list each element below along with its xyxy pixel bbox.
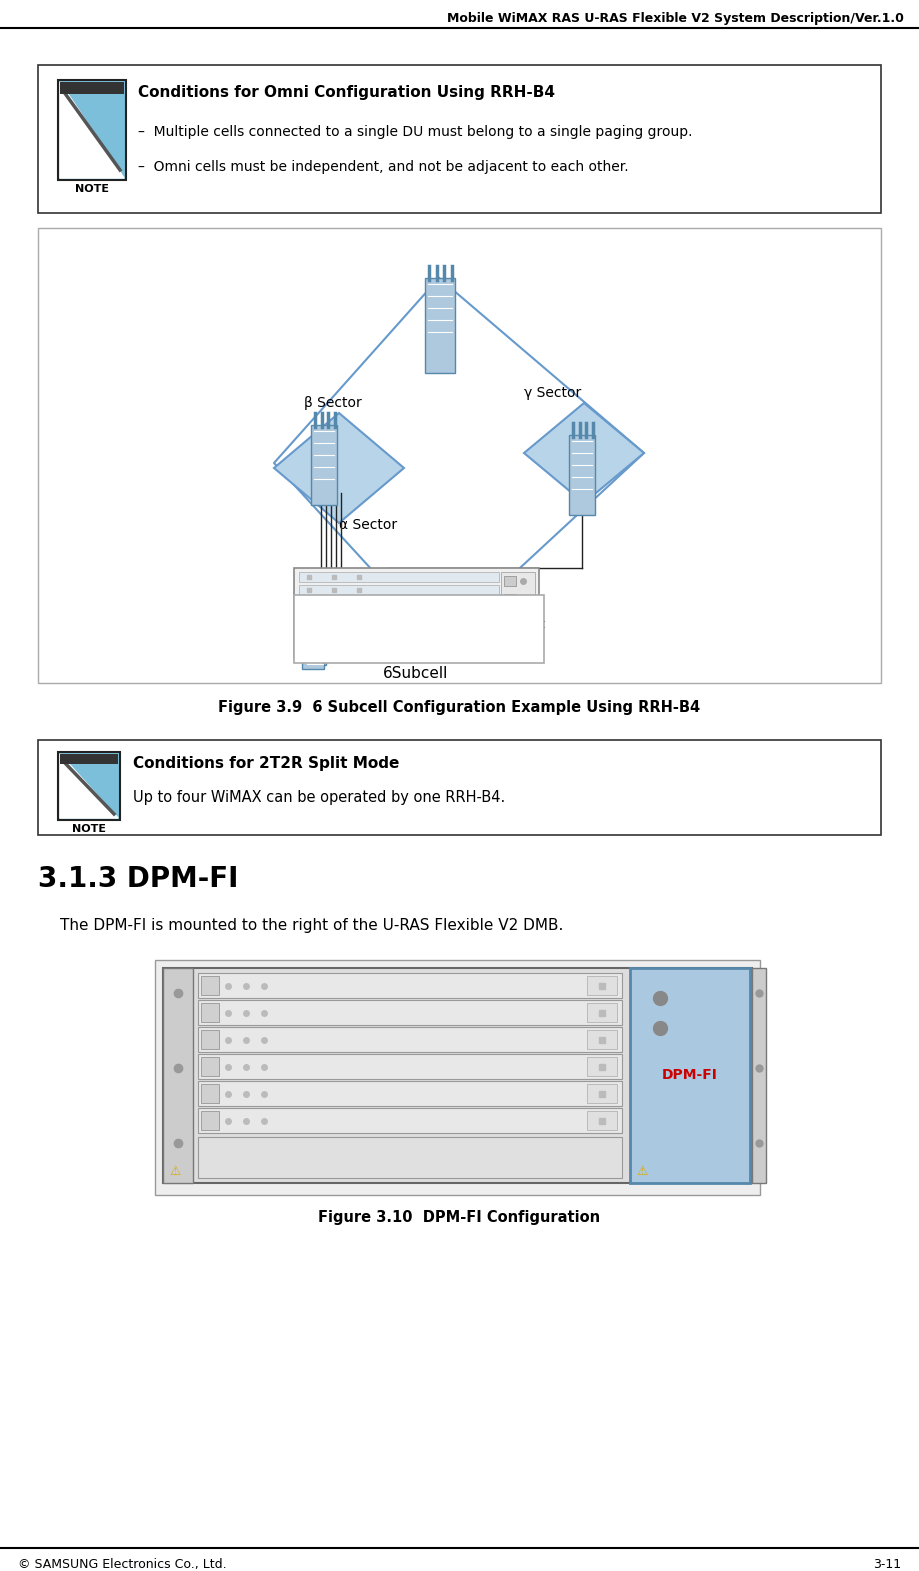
Bar	[587, 1031, 617, 1049]
Bar	[163, 968, 193, 1183]
Bar	[504, 630, 516, 639]
Bar	[504, 613, 516, 622]
Bar	[38, 64, 881, 214]
Bar	[58, 80, 126, 181]
Text: © SAMSUNG Electronics Co., Ltd.: © SAMSUNG Electronics Co., Ltd.	[18, 1558, 227, 1571]
Bar	[304, 610, 326, 665]
Bar	[299, 611, 499, 621]
Bar	[198, 1027, 622, 1053]
Bar	[587, 976, 617, 994]
Bar	[630, 968, 750, 1183]
Bar	[504, 594, 516, 603]
Bar	[163, 968, 752, 1183]
Text: α Sector: α Sector	[339, 518, 397, 533]
Text: RRH-B4(4Tx/4Rx) for 2T2R Split: RRH-B4(4Tx/4Rx) for 2T2R Split	[336, 617, 545, 632]
Bar	[587, 1084, 617, 1103]
Text: –  Multiple cells connected to a single DU must belong to a single paging group.: – Multiple cells connected to a single D…	[138, 126, 693, 138]
Bar	[58, 753, 120, 820]
Bar	[299, 624, 499, 635]
Text: 3-11: 3-11	[873, 1558, 901, 1571]
Bar	[425, 278, 455, 372]
Bar	[198, 1081, 622, 1106]
Text: γ Sector: γ Sector	[524, 386, 581, 401]
Bar	[38, 740, 881, 836]
Text: Figure 3.10  DPM-FI Configuration: Figure 3.10 DPM-FI Configuration	[318, 1210, 600, 1225]
Bar	[198, 1108, 622, 1133]
Text: Up to four WiMAX can be operated by one RRH-B4.: Up to four WiMAX can be operated by one …	[133, 790, 505, 804]
Bar	[587, 1057, 617, 1076]
Bar	[60, 82, 124, 94]
Text: 3.1.3 DPM-FI: 3.1.3 DPM-FI	[38, 866, 238, 892]
Text: NOTE: NOTE	[75, 184, 109, 193]
Text: The DPM-FI is mounted to the right of the U-RAS Flexible V2 DMB.: The DPM-FI is mounted to the right of th…	[60, 917, 563, 933]
Polygon shape	[60, 82, 124, 178]
Text: Conditions for 2T2R Split Mode: Conditions for 2T2R Split Mode	[133, 756, 400, 771]
Bar	[587, 1111, 617, 1130]
Bar	[504, 577, 516, 586]
Bar	[501, 572, 535, 654]
Bar	[198, 1137, 622, 1178]
Bar	[155, 960, 760, 1196]
Text: ⚠: ⚠	[169, 1166, 181, 1178]
Bar	[294, 569, 539, 658]
Bar	[201, 1031, 219, 1049]
Bar	[38, 228, 881, 683]
Text: β Sector: β Sector	[304, 396, 362, 410]
Bar	[294, 595, 534, 661]
Bar	[569, 435, 595, 515]
Bar	[201, 1111, 219, 1130]
Text: 6Subcell: 6Subcell	[383, 666, 448, 680]
Bar	[299, 636, 499, 647]
Text: Figure 3.9  6 Subcell Configuration Example Using RRH-B4: Figure 3.9 6 Subcell Configuration Examp…	[218, 701, 700, 715]
Bar	[60, 754, 118, 764]
Text: Conditions for Omni Configuration Using RRH-B4: Conditions for Omni Configuration Using …	[138, 85, 555, 101]
Text: Mobile WiMAX RAS U-RAS Flexible V2 System Description/Ver.1.0: Mobile WiMAX RAS U-RAS Flexible V2 Syste…	[448, 11, 904, 25]
Bar	[311, 426, 337, 504]
Bar	[198, 1054, 622, 1079]
Bar	[302, 610, 324, 669]
Bar	[198, 972, 622, 998]
Text: DPM-FI: DPM-FI	[662, 1068, 718, 1082]
Bar	[299, 572, 499, 581]
Bar	[752, 968, 766, 1183]
Bar	[299, 599, 499, 608]
Text: NOTE: NOTE	[72, 825, 106, 834]
Polygon shape	[274, 413, 404, 523]
Bar	[294, 595, 544, 663]
Bar	[198, 1001, 622, 1024]
Bar	[201, 1002, 219, 1023]
Text: –  Omni cells must be independent, and not be adjacent to each other.: – Omni cells must be independent, and no…	[138, 160, 629, 174]
Bar	[201, 1084, 219, 1103]
Bar	[587, 1002, 617, 1023]
Text: ⚠: ⚠	[636, 1166, 648, 1178]
Bar	[299, 584, 499, 595]
Polygon shape	[524, 404, 644, 503]
Polygon shape	[60, 754, 118, 818]
Bar	[201, 1057, 219, 1076]
Bar	[201, 976, 219, 994]
Text: RRH-B4(4Tx/4Rx) for 2T2R Split: RRH-B4(4Tx/4Rx) for 2T2R Split	[332, 613, 541, 625]
